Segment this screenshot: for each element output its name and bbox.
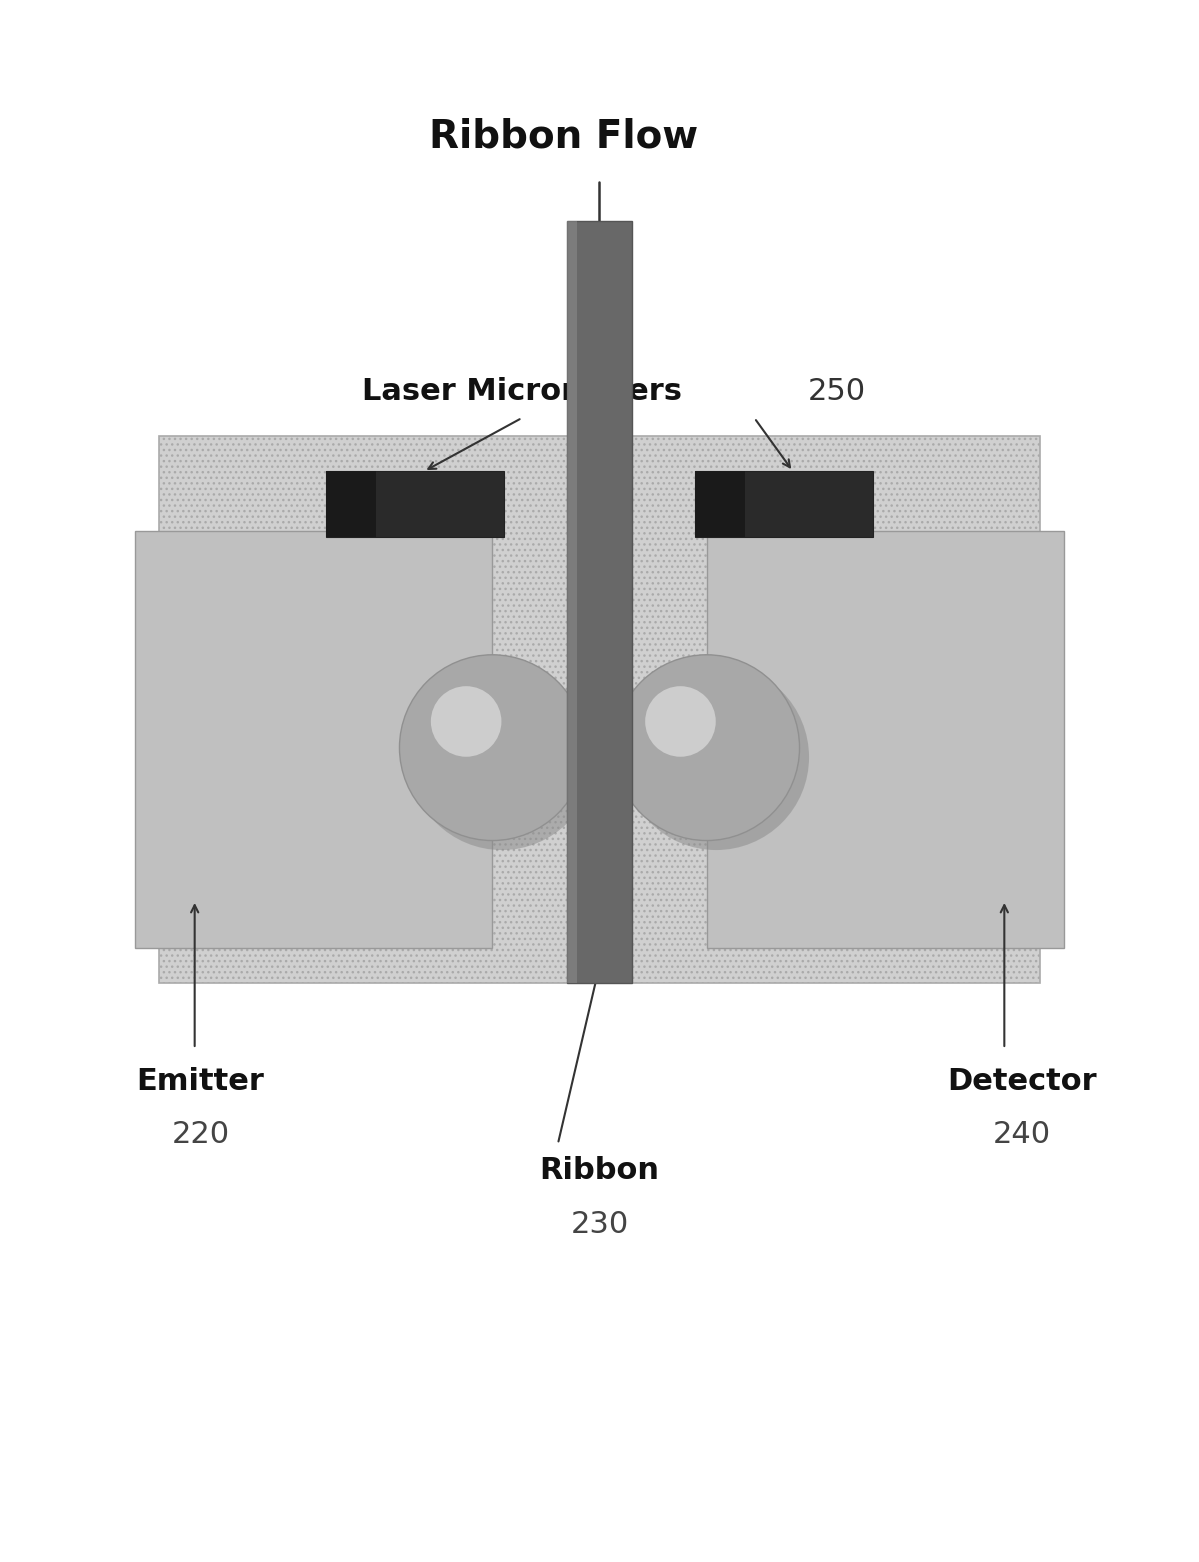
Circle shape bbox=[399, 654, 585, 840]
Bar bbox=[706, 531, 1064, 948]
Text: Emitter: Emitter bbox=[137, 1067, 265, 1097]
Bar bbox=[326, 472, 375, 537]
Text: 230: 230 bbox=[571, 1209, 628, 1239]
Text: Laser Micrometers: Laser Micrometers bbox=[362, 376, 682, 406]
Bar bbox=[694, 472, 873, 537]
Bar bbox=[567, 222, 632, 984]
Bar bbox=[567, 222, 577, 984]
Circle shape bbox=[623, 664, 809, 850]
Text: 220: 220 bbox=[171, 1120, 230, 1150]
Bar bbox=[694, 472, 745, 537]
Circle shape bbox=[614, 654, 800, 840]
Bar bbox=[159, 436, 1040, 984]
Text: Ribbon: Ribbon bbox=[540, 1156, 659, 1186]
Text: 240: 240 bbox=[993, 1120, 1052, 1150]
Text: 250: 250 bbox=[808, 376, 866, 406]
Circle shape bbox=[645, 686, 716, 756]
Text: Ribbon Flow: Ribbon Flow bbox=[429, 117, 698, 156]
Circle shape bbox=[409, 664, 595, 850]
Bar bbox=[326, 472, 505, 537]
Circle shape bbox=[430, 686, 501, 756]
Bar bbox=[135, 531, 493, 948]
Text: Detector: Detector bbox=[947, 1067, 1097, 1097]
